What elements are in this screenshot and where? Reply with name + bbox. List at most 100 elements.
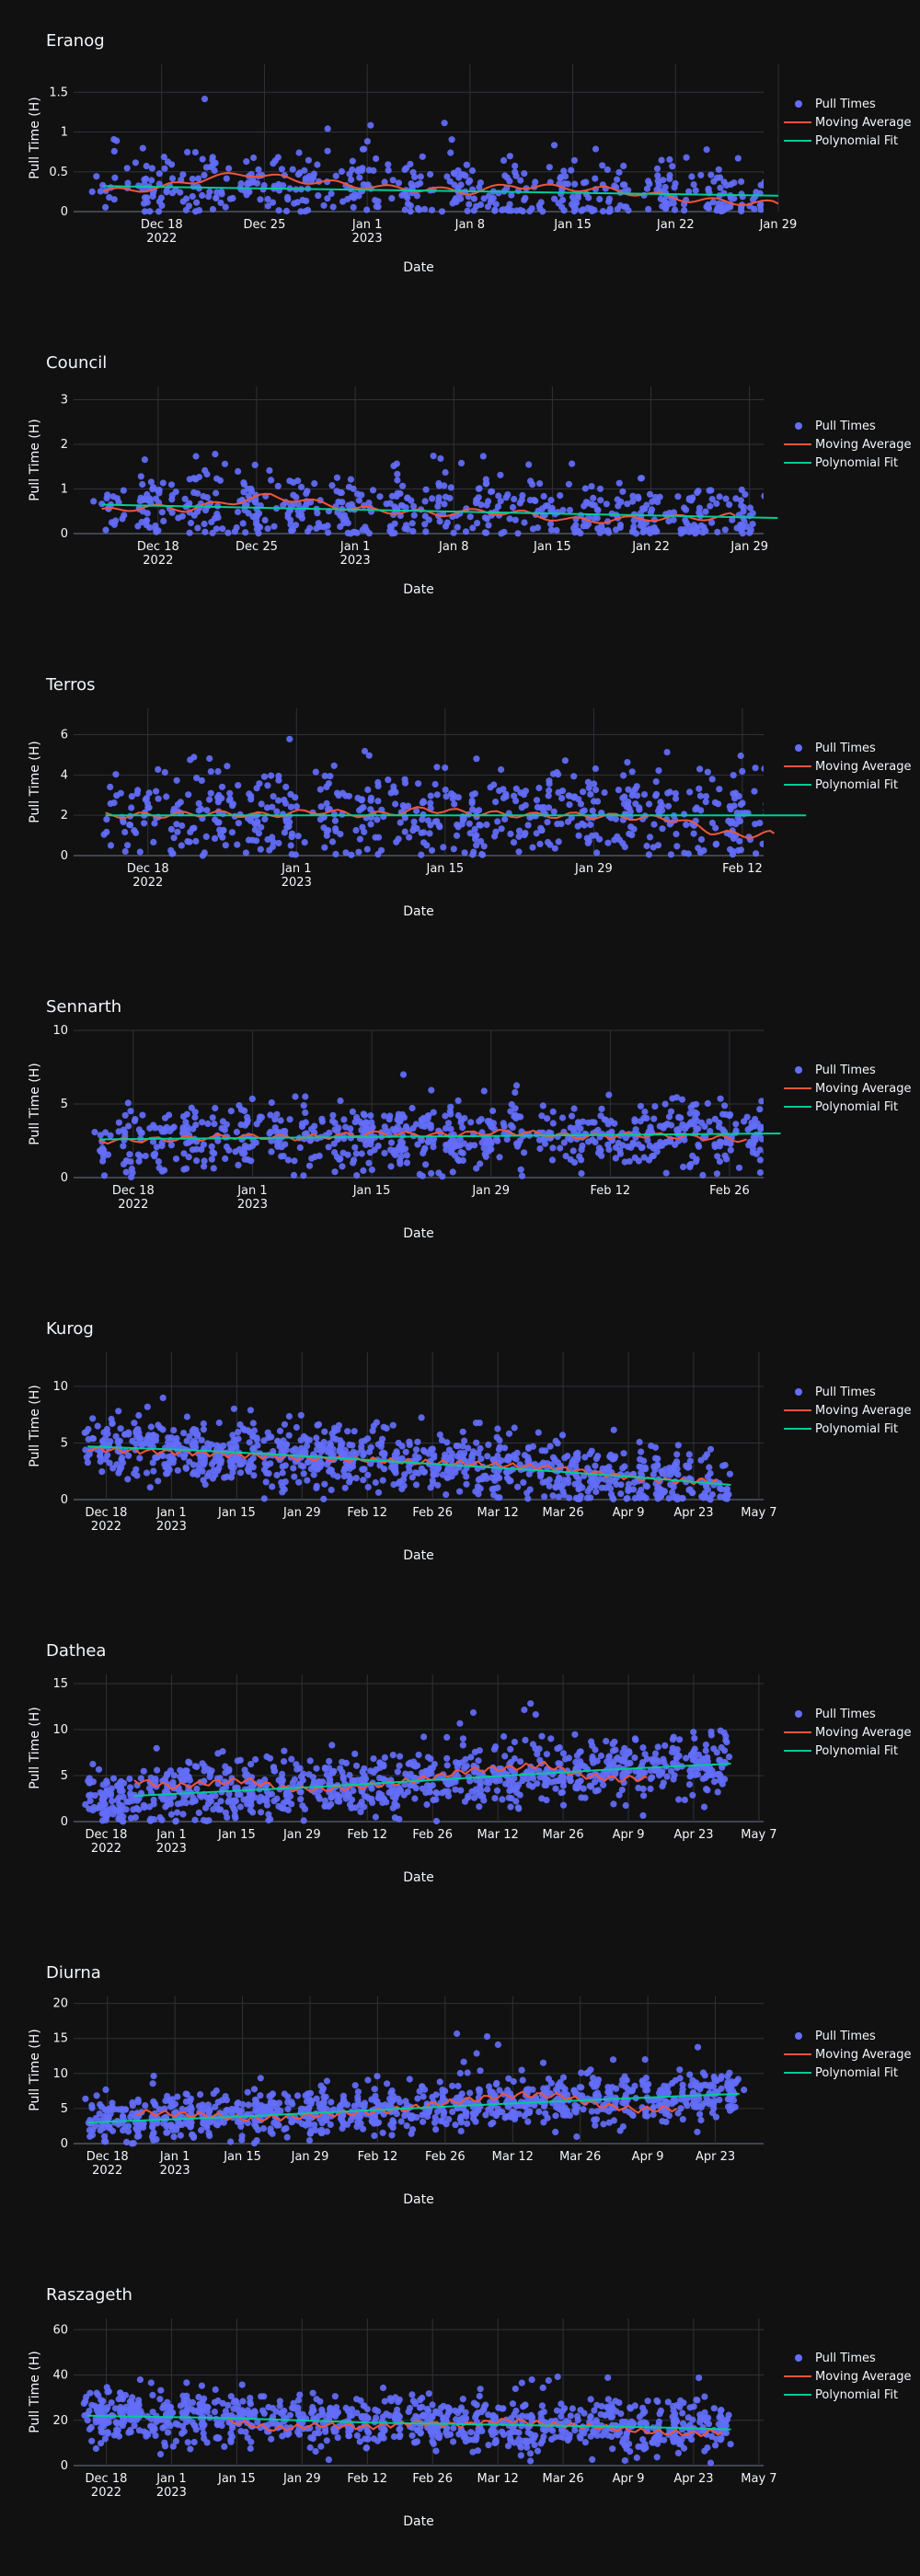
pull-time-point <box>723 1739 730 1746</box>
pull-time-point <box>450 845 457 853</box>
pull-time-point <box>463 1473 470 1480</box>
pull-time-point <box>603 1772 610 1779</box>
pull-time-point <box>204 1472 212 1479</box>
pull-time-point <box>464 1794 472 1801</box>
pull-time-point <box>321 1765 329 1773</box>
pull-time-point <box>135 1157 143 1165</box>
pull-time-point <box>268 772 275 779</box>
pull-time-point <box>211 1121 218 1128</box>
pull-time-point <box>332 172 339 179</box>
pull-time-point <box>304 1443 311 1450</box>
pull-time-point <box>305 1162 314 1169</box>
pull-time-point <box>489 1486 496 1493</box>
pull-time-point <box>364 1483 372 1490</box>
pull-time-point <box>352 826 360 834</box>
pull-time-point <box>713 1170 721 1178</box>
pull-time-point <box>468 1788 476 1795</box>
pull-time-point <box>560 207 568 214</box>
pull-time-point <box>429 1782 436 1789</box>
pull-time-point <box>603 1465 610 1472</box>
pull-time-point <box>467 1119 475 1126</box>
pull-time-point <box>459 1149 466 1156</box>
pull-time-point <box>121 1779 128 1787</box>
pull-time-point <box>588 483 595 490</box>
pull-time-point <box>370 1768 377 1777</box>
pull-time-point <box>455 1157 463 1165</box>
pull-time-point <box>693 1110 701 1118</box>
pull-time-point <box>291 200 298 207</box>
pull-time-point <box>651 1750 660 1757</box>
pull-time-point <box>361 1466 368 1473</box>
pull-time-point <box>678 1096 686 1103</box>
pull-time-point <box>473 202 480 210</box>
pull-time-point <box>151 820 158 827</box>
pull-time-point <box>376 1759 384 1766</box>
pull-time-point <box>300 1102 307 1110</box>
pull-time-point <box>228 1457 236 1465</box>
pull-time-point <box>594 1126 602 1133</box>
pull-time-point <box>476 1420 483 1427</box>
pull-time-point <box>113 1461 121 1468</box>
pull-time-point <box>365 752 373 759</box>
pull-time-point <box>398 1485 406 1492</box>
pull-time-point <box>141 820 148 827</box>
pull-time-point <box>565 480 573 488</box>
pull-time-point <box>218 783 226 790</box>
pull-time-point <box>654 178 661 185</box>
pull-time-point <box>606 205 614 213</box>
pull-time-point <box>719 1780 726 1788</box>
pull-time-point <box>160 1126 167 1133</box>
pull-time-point <box>401 804 408 811</box>
pull-time-point <box>301 839 308 846</box>
pull-time-point <box>761 765 764 772</box>
pull-time-point <box>575 832 582 839</box>
pull-time-point <box>573 2133 581 2141</box>
pull-time-point <box>798 793 804 799</box>
pull-time-point <box>330 1428 338 1435</box>
pull-time-point <box>568 1112 576 1120</box>
pull-time-point <box>414 1438 421 1445</box>
pull-time-point <box>393 1450 400 1457</box>
pull-time-point <box>109 1775 118 1782</box>
pull-time-point <box>179 1811 187 1818</box>
pull-time-point <box>381 1149 388 1156</box>
pull-time-point <box>358 1126 365 1133</box>
polynomial-fit-line <box>87 1445 731 1486</box>
pull-time-point <box>155 1158 162 1166</box>
pull-time-point <box>306 499 315 506</box>
pull-time-point <box>356 174 363 181</box>
pull-time-point <box>235 467 242 475</box>
pull-time-point <box>300 1770 307 1777</box>
pull-time-point <box>172 1818 179 1825</box>
pull-time-point <box>94 1422 101 1430</box>
pull-time-point <box>328 1486 335 1494</box>
pull-time-point <box>413 192 420 200</box>
pull-time-point <box>155 170 163 178</box>
pull-time-point <box>223 1121 230 1128</box>
pull-time-point <box>763 828 764 832</box>
y-axis-title: Pull Time (H) <box>28 97 42 178</box>
pull-time-point <box>514 1483 522 1490</box>
pull-time-point <box>641 1751 649 1758</box>
pull-time-point <box>473 842 480 849</box>
x-tick-label: Mar 26 <box>542 1506 583 1520</box>
pull-time-point <box>219 525 226 533</box>
pull-time-point <box>275 797 282 804</box>
x-tick-label: May 7 <box>741 1828 776 1842</box>
pull-time-point <box>209 1114 216 1121</box>
pull-time-point <box>515 848 523 856</box>
pull-time-point <box>152 1454 159 1461</box>
pull-time-point <box>499 206 506 213</box>
pull-time-point <box>524 822 532 829</box>
pull-time-point <box>660 177 667 184</box>
pull-time-point <box>632 530 640 537</box>
pull-time-point <box>622 1801 629 1810</box>
pull-time-point <box>737 497 744 504</box>
pull-time-point <box>558 190 565 198</box>
pull-time-point <box>466 820 473 827</box>
pull-time-point <box>447 484 454 491</box>
pull-time-point <box>645 851 653 858</box>
x-tick-year: 2022 <box>118 1198 148 1212</box>
pull-time-point <box>331 1168 339 1176</box>
